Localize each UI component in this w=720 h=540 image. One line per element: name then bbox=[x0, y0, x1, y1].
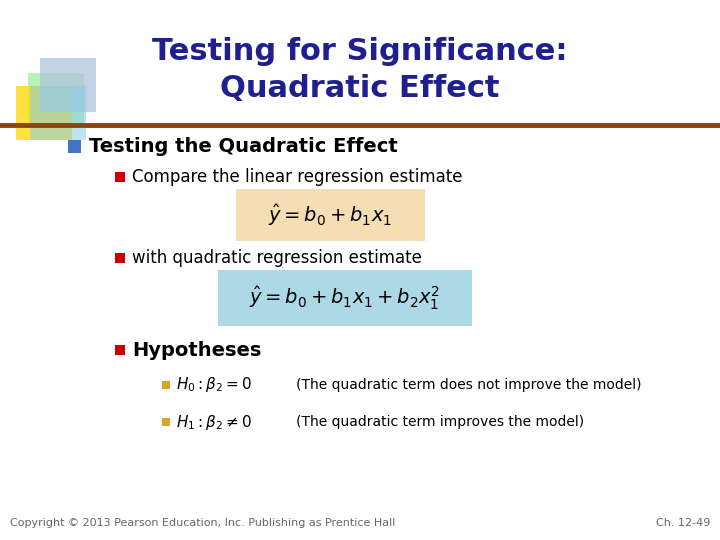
Text: Copyright © 2013 Pearson Education, Inc. Publishing as Prentice Hall: Copyright © 2013 Pearson Education, Inc.… bbox=[10, 518, 395, 528]
Text: (The quadratic term does not improve the model): (The quadratic term does not improve the… bbox=[296, 378, 642, 392]
Text: $H_1: \beta_2 \neq 0$: $H_1: \beta_2 \neq 0$ bbox=[176, 413, 252, 431]
FancyBboxPatch shape bbox=[236, 189, 425, 241]
Text: Testing the Quadratic Effect: Testing the Quadratic Effect bbox=[89, 138, 397, 157]
Text: Ch. 12-49: Ch. 12-49 bbox=[656, 518, 710, 528]
Text: $\hat{y} = b_0 + b_1 x_1 + b_2 x_1^2$: $\hat{y} = b_0 + b_1 x_1 + b_2 x_1^2$ bbox=[249, 284, 441, 312]
FancyBboxPatch shape bbox=[68, 140, 81, 153]
Text: Testing for Significance:
Quadratic Effect: Testing for Significance: Quadratic Effe… bbox=[152, 37, 568, 103]
FancyBboxPatch shape bbox=[28, 73, 84, 127]
Text: Hypotheses: Hypotheses bbox=[132, 341, 261, 360]
FancyBboxPatch shape bbox=[30, 86, 86, 140]
FancyBboxPatch shape bbox=[40, 58, 96, 112]
Text: (The quadratic term improves the model): (The quadratic term improves the model) bbox=[296, 415, 584, 429]
Text: Compare the linear regression estimate: Compare the linear regression estimate bbox=[132, 168, 462, 186]
FancyBboxPatch shape bbox=[162, 418, 170, 426]
FancyBboxPatch shape bbox=[218, 270, 472, 326]
FancyBboxPatch shape bbox=[16, 86, 72, 140]
FancyBboxPatch shape bbox=[115, 172, 125, 182]
FancyBboxPatch shape bbox=[115, 345, 125, 355]
FancyBboxPatch shape bbox=[162, 381, 170, 389]
Text: with quadratic regression estimate: with quadratic regression estimate bbox=[132, 249, 422, 267]
Text: $\hat{y} = b_0 + b_1 x_1$: $\hat{y} = b_0 + b_1 x_1$ bbox=[268, 202, 392, 228]
FancyBboxPatch shape bbox=[115, 253, 125, 263]
Text: $H_0: \beta_2 = 0$: $H_0: \beta_2 = 0$ bbox=[176, 375, 252, 395]
